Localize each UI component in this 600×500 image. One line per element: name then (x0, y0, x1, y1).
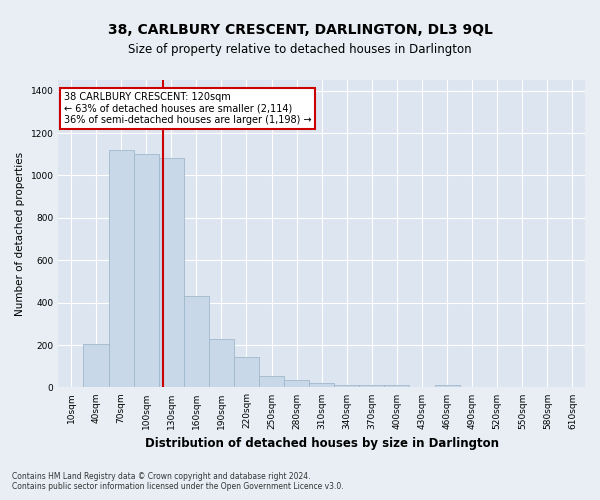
Text: 38, CARLBURY CRESCENT, DARLINGTON, DL3 9QL: 38, CARLBURY CRESCENT, DARLINGTON, DL3 9… (107, 22, 493, 36)
Bar (259, 376, 284, 388)
Bar (385, 386, 409, 388)
Bar (359, 386, 385, 388)
Text: Size of property relative to detached houses in Darlington: Size of property relative to detached ho… (128, 42, 472, 56)
Bar (284, 380, 309, 388)
Bar (209, 338, 234, 388)
Bar (159, 158, 184, 388)
Y-axis label: Number of detached properties: Number of detached properties (15, 152, 25, 316)
Bar (334, 386, 359, 388)
Text: Contains public sector information licensed under the Open Government Licence v3: Contains public sector information licen… (12, 482, 344, 491)
Bar (134, 154, 159, 388)
Text: Contains HM Land Registry data © Crown copyright and database right 2024.: Contains HM Land Registry data © Crown c… (12, 472, 311, 481)
Bar (234, 356, 259, 388)
Text: 38 CARLBURY CRESCENT: 120sqm
← 63% of detached houses are smaller (2,114)
36% of: 38 CARLBURY CRESCENT: 120sqm ← 63% of de… (64, 92, 311, 126)
X-axis label: Distribution of detached houses by size in Darlington: Distribution of detached houses by size … (145, 437, 499, 450)
Bar (83, 344, 109, 388)
Bar (434, 386, 460, 388)
Bar (109, 150, 134, 388)
Bar (309, 383, 334, 388)
Bar (184, 296, 209, 388)
